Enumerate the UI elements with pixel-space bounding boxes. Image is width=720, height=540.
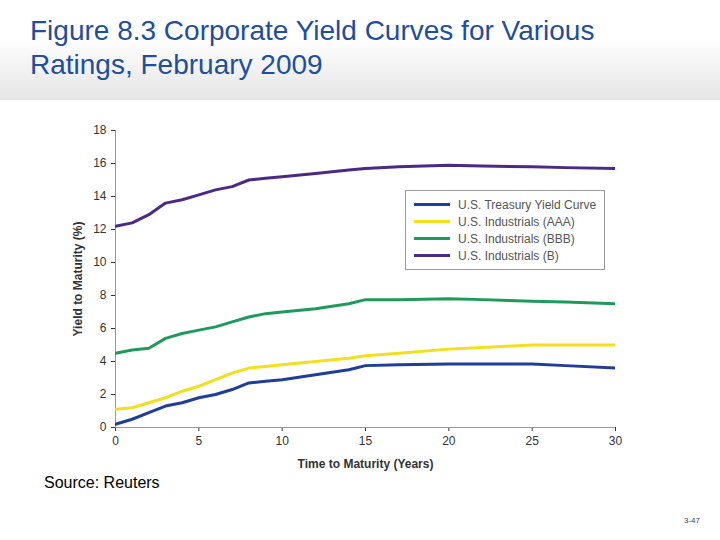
svg-text:0: 0 [100,420,107,434]
html-text:3-47: 3-47 [684,516,700,525]
html-text:U.S. Industrials (AAA): U.S. Industrials (AAA) [458,214,575,229]
svg-text:8: 8 [100,288,107,302]
html-text:U.S. Treasury Yield Curve: U.S. Treasury Yield Curve [458,197,597,212]
svg-text:Time to Maturity (Years): Time to Maturity (Years) [298,457,434,471]
svg-text:10: 10 [93,255,107,269]
svg-text:15: 15 [359,434,373,448]
svg-text:Yield to Maturity (%): Yield to Maturity (%) [71,222,85,337]
svg-text:20: 20 [442,434,456,448]
svg-text:12: 12 [93,222,107,236]
svg-text:16: 16 [93,156,107,170]
svg-text:25: 25 [525,434,539,448]
svg-text:18: 18 [93,123,107,137]
svg-text:10: 10 [275,434,289,448]
svg-text:6: 6 [100,321,107,335]
html-text:U.S. Industrials (BBB): U.S. Industrials (BBB) [458,231,575,246]
svg-text:2: 2 [100,387,107,401]
svg-text:5: 5 [195,434,202,448]
html-text:Source: Reuters: Source: Reuters [44,474,160,491]
html-text:U.S. Industrials (B): U.S. Industrials (B) [458,248,559,263]
svg-text:14: 14 [93,189,107,203]
svg-text:0: 0 [112,434,119,448]
svg-text:30: 30 [609,434,623,448]
svg-text:4: 4 [100,354,107,368]
html-text:Figure 8.3 Corporate Yield Cur: Figure 8.3 Corporate Yield Curves for Va… [30,15,595,80]
